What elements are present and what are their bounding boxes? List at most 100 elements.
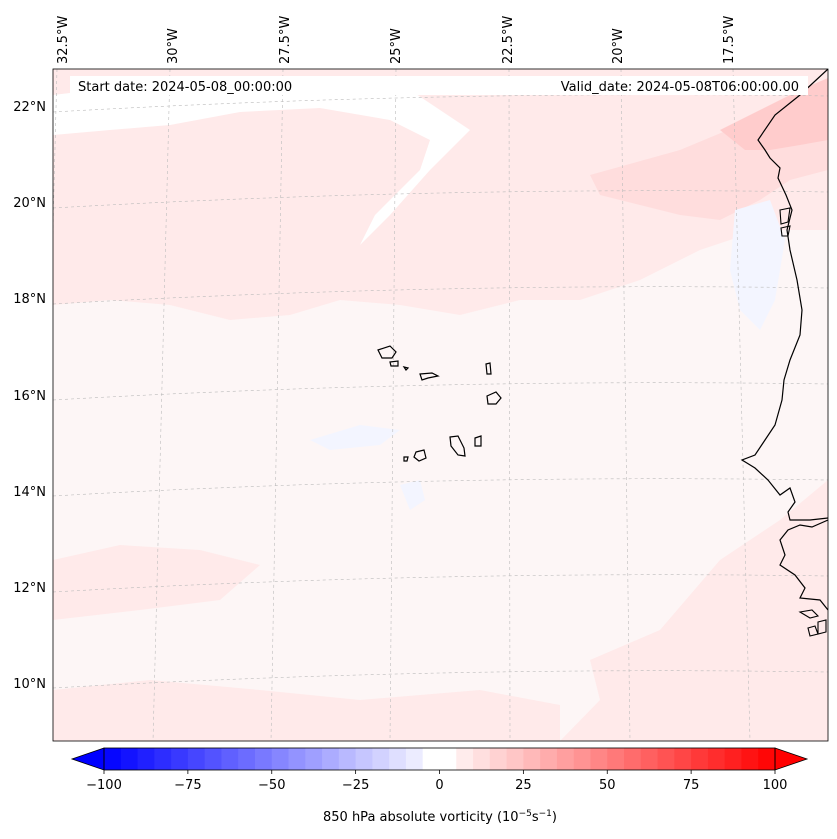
colorbar-tick-label: 100 [763, 778, 788, 793]
colorbar-segment [254, 748, 273, 770]
dakar-peninsula [779, 207, 791, 237]
island-boa-vista [486, 391, 502, 405]
colorbar-segment [372, 748, 390, 770]
island-santo-antao [377, 345, 397, 359]
lat-label: 14°N [13, 485, 46, 500]
vorticity-blue-islands [310, 425, 400, 450]
colorbar-segment [556, 748, 575, 770]
map-frame [52, 68, 829, 742]
island-brava [403, 456, 409, 462]
colorbar-extend-min [70, 747, 105, 771]
lat-label: 18°N [13, 292, 46, 307]
island-maio [474, 435, 482, 447]
cape-verde-islands [377, 345, 502, 462]
colorbar-segment [271, 748, 290, 770]
lon-label: 25°W [389, 28, 404, 64]
colorbar-segment [355, 748, 374, 770]
lat-label: 10°N [13, 677, 46, 692]
colorbar-segment [540, 748, 558, 770]
valid-date-label: Valid_date: 2024-05-08T06:00:00.00 [561, 80, 799, 95]
colorbar-segment [523, 748, 541, 770]
colorbar-segment [137, 748, 155, 770]
colorbar-segment [154, 748, 172, 770]
lon-label: 27.5°W [278, 16, 293, 64]
colorbar-segments [104, 748, 776, 770]
vorticity-blue-patch [730, 200, 785, 330]
colorbar-ticks: −100 −75 −50 −25 0 25 50 75 100 [86, 770, 787, 793]
island-santiago [449, 435, 466, 457]
colorbar-segment [657, 748, 675, 770]
colorbar-segment [489, 748, 508, 770]
island-sao-nicolau [419, 372, 440, 381]
colorbar-tick-label: 50 [599, 778, 616, 793]
colorbar-segment [674, 748, 692, 770]
colorbar-tick-label: −75 [174, 778, 201, 793]
lon-label: 32.5°W [56, 16, 71, 64]
colorbar-segment [640, 748, 659, 770]
colorbar-tick-label: 75 [683, 778, 700, 793]
colorbar-segment [707, 748, 726, 770]
colorbar-segment [439, 748, 457, 770]
colorbar-segment [590, 748, 608, 770]
vorticity-band-coast [720, 78, 828, 150]
lat-label: 12°N [13, 581, 46, 596]
colorbar-label: 850 hPa absolute vorticity (10−5s−1) [323, 809, 557, 825]
colorbar-segment [624, 748, 642, 770]
colorbar-segment [305, 748, 323, 770]
colorbar-segment [120, 748, 139, 770]
lon-label: 17.5°W [722, 16, 737, 64]
colorbar-segment [506, 748, 524, 770]
island-sao-vicente [389, 360, 399, 367]
vorticity-band-southeast [560, 480, 828, 741]
colorbar-segment [473, 748, 491, 770]
colorbar-tick-label: −50 [258, 778, 285, 793]
colorbar-segment [171, 748, 189, 770]
lat-label: 16°N [13, 389, 46, 404]
vorticity-band-south [53, 545, 260, 620]
vorticity-band-southwest [53, 680, 560, 741]
lat-label: 22°N [13, 100, 46, 115]
colorbar-segment [322, 748, 340, 770]
lon-label: 20°W [611, 28, 626, 64]
vorticity-blue-south [400, 480, 425, 510]
colorbar-segment [204, 748, 223, 770]
africa-coastline [740, 69, 828, 521]
longitude-labels: 32.5°W 30°W 27.5°W 25°W 22.5°W 20°W 17.5… [56, 16, 737, 64]
colorbar-segment [104, 748, 122, 770]
colorbar-tick-label: −100 [86, 778, 122, 793]
colorbar-segment [573, 748, 592, 770]
colorbar-segment [758, 748, 776, 770]
colorbar-segment [405, 748, 424, 770]
colorbar-segment [338, 748, 357, 770]
graticule [53, 69, 828, 741]
start-date-label: Start date: 2024-05-08_00:00:00 [78, 80, 292, 95]
lon-label: 30°W [166, 28, 181, 64]
colorbar-segment [422, 748, 441, 770]
colorbar-tick-label: 25 [515, 778, 532, 793]
info-box-bg [70, 76, 808, 95]
island-santa-luzia [402, 366, 410, 371]
island-sal [485, 362, 492, 375]
colorbar-segment [187, 748, 206, 770]
guinea-bissau-islands [798, 609, 827, 637]
colorbar-segment [288, 748, 306, 770]
colorbar-segment [607, 748, 625, 770]
vorticity-band-north [53, 69, 828, 320]
map-panel [53, 69, 828, 741]
west-africa-coast-south [779, 519, 828, 611]
island-fogo [413, 449, 427, 462]
colorbar-segment [724, 748, 743, 770]
colorbar-segment [221, 748, 239, 770]
colorbar-segment [741, 748, 759, 770]
colorbar-segment [389, 748, 407, 770]
latitude-labels: 22°N 20°N 18°N 16°N 14°N 12°N 10°N [13, 100, 46, 692]
colorbar: −100 −75 −50 −25 0 25 50 75 100 850 hPa absolute… [70, 747, 809, 825]
colorbar-segment [456, 748, 474, 770]
lon-label: 22.5°W [501, 16, 516, 64]
colorbar-segment [691, 748, 709, 770]
vorticity-white-streak [53, 76, 470, 245]
colorbar-tick-label: −25 [342, 778, 369, 793]
lat-label: 20°N [13, 196, 46, 211]
colorbar-tick-label: 0 [435, 778, 443, 793]
